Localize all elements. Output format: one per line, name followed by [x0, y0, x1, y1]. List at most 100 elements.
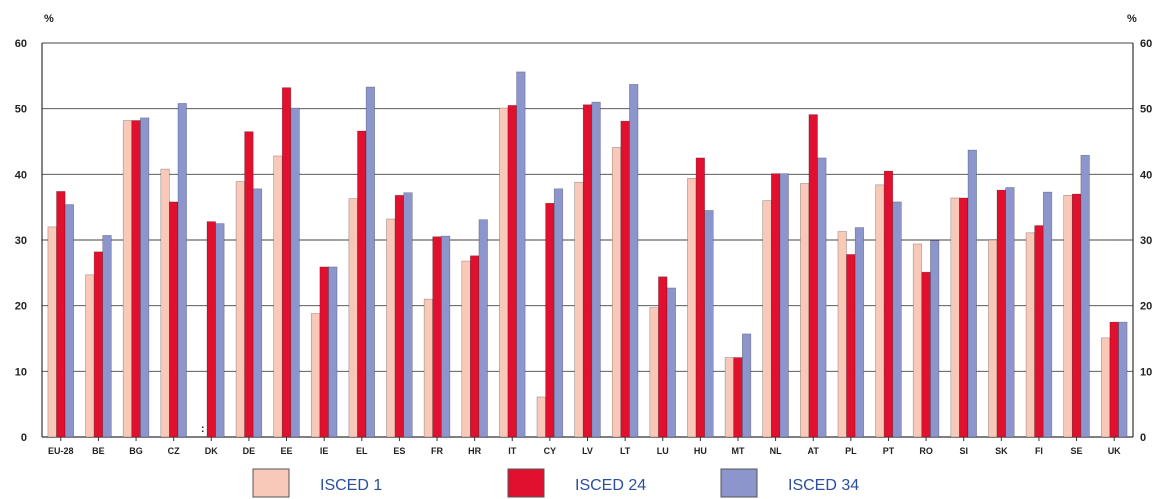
x-tick-label: HR [468, 446, 481, 456]
bar-pl-series-1 [837, 231, 847, 438]
bar-si-series-3 [967, 149, 977, 438]
x-tick-label: SK [995, 446, 1008, 456]
y-tick-label-right: 40 [1140, 169, 1152, 181]
y-unit-right: % [1127, 13, 1137, 25]
bar-ee-series-2 [281, 87, 292, 438]
y-axis-right: 0 10 20 30 40 50 60 [1140, 38, 1152, 444]
x-tick-label: AT [808, 446, 820, 456]
bar-lt-series-1 [611, 147, 622, 438]
bar-pt-series-2 [883, 170, 894, 438]
y-tick-label-right: 0 [1140, 432, 1146, 444]
bar-cz-series-2 [169, 201, 179, 438]
bar-at-series-2 [808, 114, 818, 438]
bar-es-series-2 [394, 195, 404, 438]
bar-eu-28-series-2 [56, 191, 66, 438]
bar-sk-series-2 [996, 189, 1006, 438]
bar-lu-series-3 [666, 287, 676, 438]
y-tick-label-right: 50 [1140, 104, 1152, 116]
x-tick-label: EU-28 [48, 446, 74, 456]
x-tick-label: EE [281, 446, 293, 456]
bar-se-series-1 [1063, 195, 1073, 438]
bar-eu-28-series-3 [64, 204, 75, 438]
bar-cy-series-1 [536, 396, 546, 438]
x-tick-label: BG [129, 446, 143, 456]
bar-uk-series-3 [1118, 321, 1128, 438]
bar-lv-series-1 [574, 181, 584, 438]
bar-it-series-2 [507, 105, 517, 438]
bar-lu-series-2 [658, 276, 668, 438]
bar-el-series-1 [348, 198, 358, 438]
missing-value-marker: : [201, 423, 205, 435]
x-tick-label: ES [393, 446, 405, 456]
x-tick-label: HU [694, 446, 707, 456]
bar-se-series-3 [1080, 154, 1090, 438]
legend-label-3: ISCED 34 [788, 477, 859, 494]
x-tick-label: IE [320, 446, 329, 456]
legend-swatch-3 [720, 468, 758, 498]
x-tick-label: LT [620, 446, 631, 456]
bar-es-series-3 [403, 192, 413, 438]
bar-cy-series-2 [545, 202, 555, 438]
x-tick-label: LU [657, 446, 669, 456]
y-tick-label-left: 0 [21, 432, 27, 444]
bars [47, 71, 1128, 438]
bar-se-series-2 [1071, 193, 1082, 438]
bar-uk-series-1 [1100, 337, 1111, 438]
bar-it-series-3 [516, 71, 526, 438]
bar-cz-series-1 [160, 168, 170, 438]
bar-el-series-2 [357, 130, 367, 438]
bar-be-series-3 [102, 235, 112, 438]
bar-si-series-1 [950, 197, 960, 438]
bar-nl-series-1 [762, 200, 772, 438]
y-tick-label-right: 10 [1140, 366, 1152, 378]
legend-swatch-1 [252, 468, 290, 498]
bar-pl-series-3 [854, 227, 865, 438]
x-tick-label: FR [431, 446, 443, 456]
bar-lt-series-3 [629, 84, 639, 438]
bar-be-series-2 [93, 251, 104, 438]
bar-el-series-3 [365, 86, 375, 438]
x-axis: EU-28 BE BG CZ DK DE EE IE EL ES FR HR IT CY LV LT LU HU M… [48, 437, 1121, 456]
bar-lv-series-2 [582, 104, 593, 438]
bar-nl-series-3 [779, 173, 789, 438]
bar-hr-series-3 [478, 219, 488, 438]
bar-ie-series-3 [328, 266, 338, 438]
y-tick-label-right: 20 [1140, 301, 1152, 313]
bar-mt-series-3 [741, 333, 752, 438]
bar-pl-series-2 [846, 254, 856, 438]
y-tick-label-left: 40 [15, 169, 27, 181]
bar-si-series-2 [959, 197, 969, 438]
y-tick-label-right: 30 [1140, 235, 1152, 247]
y-tick-label-left: 30 [15, 235, 27, 247]
bar-fr-series-2 [432, 236, 442, 438]
x-tick-label: PL [845, 446, 857, 456]
bar-ee-series-1 [273, 155, 283, 438]
bar-hr-series-2 [470, 255, 480, 438]
bar-bg-series-1 [122, 120, 133, 438]
bar-ro-series-1 [912, 243, 923, 438]
x-tick-label: SI [959, 446, 968, 456]
bar-dk-series-3 [215, 223, 225, 438]
y-tick-label-left: 10 [15, 366, 27, 378]
bar-fi-series-2 [1034, 225, 1044, 438]
bar-pt-series-3 [892, 201, 902, 438]
bar-at-series-1 [800, 183, 810, 438]
bar-fr-series-1 [423, 298, 434, 438]
x-tick-label: NL [770, 446, 782, 456]
bar-at-series-3 [817, 157, 827, 438]
y-axis-left: 0 10 20 30 40 50 60 [15, 38, 27, 444]
x-tick-label: MT [731, 446, 744, 456]
bar-es-series-1 [386, 218, 396, 438]
bar-lt-series-2 [620, 120, 630, 438]
bar-sk-series-3 [1005, 187, 1015, 438]
bar-de-series-3 [252, 188, 263, 438]
bar-bg-series-3 [140, 117, 150, 438]
bar-hu-series-2 [695, 157, 705, 438]
legend-label-2: ISCED 24 [575, 477, 646, 494]
bar-de-series-1 [235, 181, 245, 438]
bar-it-series-1 [499, 107, 509, 438]
x-tick-label: UK [1108, 446, 1121, 456]
bar-hu-series-1 [687, 177, 697, 438]
bar-fi-series-1 [1025, 232, 1035, 438]
